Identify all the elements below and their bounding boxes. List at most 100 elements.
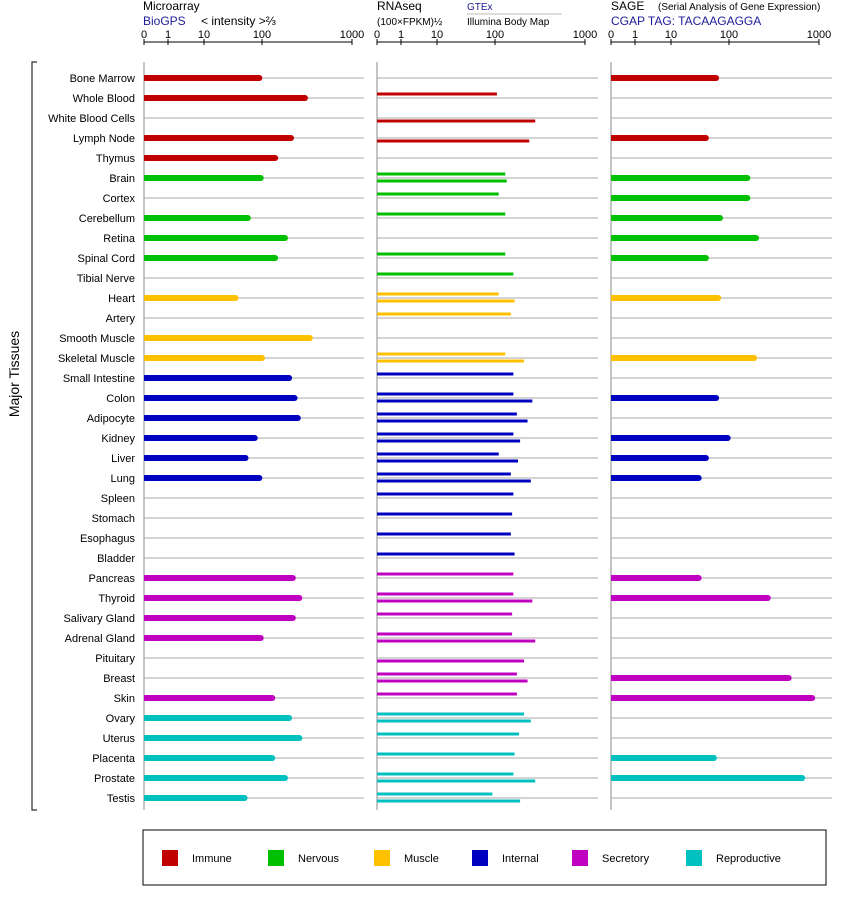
x-tick-label: 0: [141, 29, 147, 41]
legend-swatch-muscle: [374, 850, 390, 866]
bar-microarray: [144, 355, 262, 361]
legend-swatch-immune: [162, 850, 178, 866]
bar-rnaseq-gtex: [377, 472, 511, 476]
category-label: Whole Blood: [73, 93, 135, 105]
bar-microarray: [144, 695, 273, 701]
bar-rnaseq-gtex: [377, 792, 493, 796]
bar-end-microarray: [289, 615, 296, 621]
panel-axis-label-intensity: < intensity >⅔: [201, 14, 276, 28]
bar-end-sage: [702, 135, 709, 141]
legend-label-muscle: Muscle: [404, 853, 439, 865]
bar-sage: [611, 235, 757, 241]
bar-end-microarray: [256, 75, 263, 81]
bar-end-sage: [764, 595, 771, 601]
bar-sage: [611, 455, 706, 461]
bar-rnaseq-illumina: [377, 299, 515, 303]
bar-end-microarray: [259, 355, 265, 361]
panel-subtitle-cgap: CGAP TAG: TACAAGAGGA: [611, 14, 761, 28]
bar-rnaseq-gtex: [377, 772, 514, 776]
bar-sage: [611, 255, 706, 261]
legend-label-immune: Immune: [192, 853, 232, 865]
category-label: Colon: [106, 393, 135, 405]
bar-microarray: [144, 175, 261, 181]
bar-end-sage: [753, 235, 760, 241]
bar-rnaseq-illumina: [377, 359, 524, 363]
bar-rnaseq-illumina: [377, 439, 521, 443]
bar-rnaseq-illumina: [377, 799, 521, 803]
bar-end-sage: [744, 175, 751, 181]
bar-rnaseq-gtex: [377, 632, 513, 636]
bar-microarray: [144, 715, 290, 721]
x-tick-label: 10: [431, 29, 443, 41]
bar-rnaseq-gtex: [377, 512, 513, 516]
category-label: Placenta: [92, 753, 136, 765]
x-tick-label: 100: [253, 29, 271, 41]
category-label: Thymus: [96, 153, 136, 165]
category-label: Stomach: [92, 513, 135, 525]
category-label: White Blood Cells: [48, 113, 135, 125]
bar-rnaseq-gtex: [377, 92, 497, 96]
bar-rnaseq-illumina: [377, 119, 536, 123]
bar-end-microarray: [272, 155, 279, 161]
bar-sage: [611, 775, 803, 781]
bar-sage: [611, 135, 706, 141]
bar-end-microarray: [281, 775, 288, 781]
category-label: Ovary: [106, 713, 136, 725]
bar-end-sage: [695, 475, 702, 481]
bar-end-microarray: [294, 415, 301, 421]
bar-rnaseq-gtex: [377, 352, 506, 356]
bar-end-microarray: [232, 295, 239, 301]
bar-rnaseq-gtex: [377, 392, 514, 396]
bar-end-microarray: [251, 435, 258, 441]
y-axis-bracket: [31, 61, 37, 811]
bar-microarray: [144, 75, 260, 81]
category-label: Artery: [106, 313, 136, 325]
category-label: Esophagus: [80, 533, 136, 545]
bar-rnaseq-gtex: [377, 752, 515, 756]
category-label: Thyroid: [98, 593, 135, 605]
bar-microarray: [144, 95, 305, 101]
bar-rnaseq-gtex: [377, 552, 515, 556]
bar-end-microarray: [296, 595, 303, 601]
category-label: Lung: [111, 473, 135, 485]
category-label: Smooth Muscle: [59, 333, 135, 345]
bar-end-microarray: [301, 95, 308, 101]
bar-end-sage: [710, 755, 717, 761]
bar-microarray: [144, 775, 285, 781]
x-tick-label: 10: [198, 29, 210, 41]
bar-end-sage: [695, 575, 702, 581]
y-axis-label: Major Tissues: [6, 331, 22, 417]
bar-rnaseq-gtex: [377, 492, 514, 496]
bar-microarray: [144, 335, 310, 341]
bar-sage: [611, 295, 719, 301]
bar-rnaseq-illumina: [377, 479, 531, 483]
bar-sage: [611, 175, 748, 181]
bar-end-microarray: [244, 215, 251, 221]
bar-sage: [611, 75, 717, 81]
bar-microarray: [144, 735, 300, 741]
x-tick-label: 1000: [807, 29, 831, 41]
bar-end-sage: [715, 295, 722, 301]
bar-rnaseq-gtex: [377, 732, 520, 736]
bar-microarray: [144, 455, 246, 461]
category-label: Bone Marrow: [70, 73, 135, 85]
bar-sage: [611, 215, 721, 221]
bar-rnaseq-gtex: [377, 692, 517, 696]
bar-end-sage: [713, 75, 720, 81]
bar-end-microarray: [289, 575, 296, 581]
bar-end-sage: [799, 775, 806, 781]
category-label: Brain: [109, 173, 135, 185]
bar-rnaseq-gtex: [377, 712, 524, 716]
bar-sage: [611, 575, 699, 581]
category-label: Adipocyte: [87, 413, 135, 425]
x-tick-label: 0: [374, 29, 380, 41]
bar-microarray: [144, 395, 295, 401]
panel-fullname-sage: (Serial Analysis of Gene Expression): [658, 2, 820, 13]
x-tick-label: 0: [608, 29, 614, 41]
bar-sage: [611, 395, 717, 401]
bar-rnaseq-illumina: [377, 659, 524, 663]
bar-microarray: [144, 155, 276, 161]
bar-rnaseq-gtex: [377, 292, 499, 296]
bar-rnaseq-illumina: [377, 179, 507, 183]
